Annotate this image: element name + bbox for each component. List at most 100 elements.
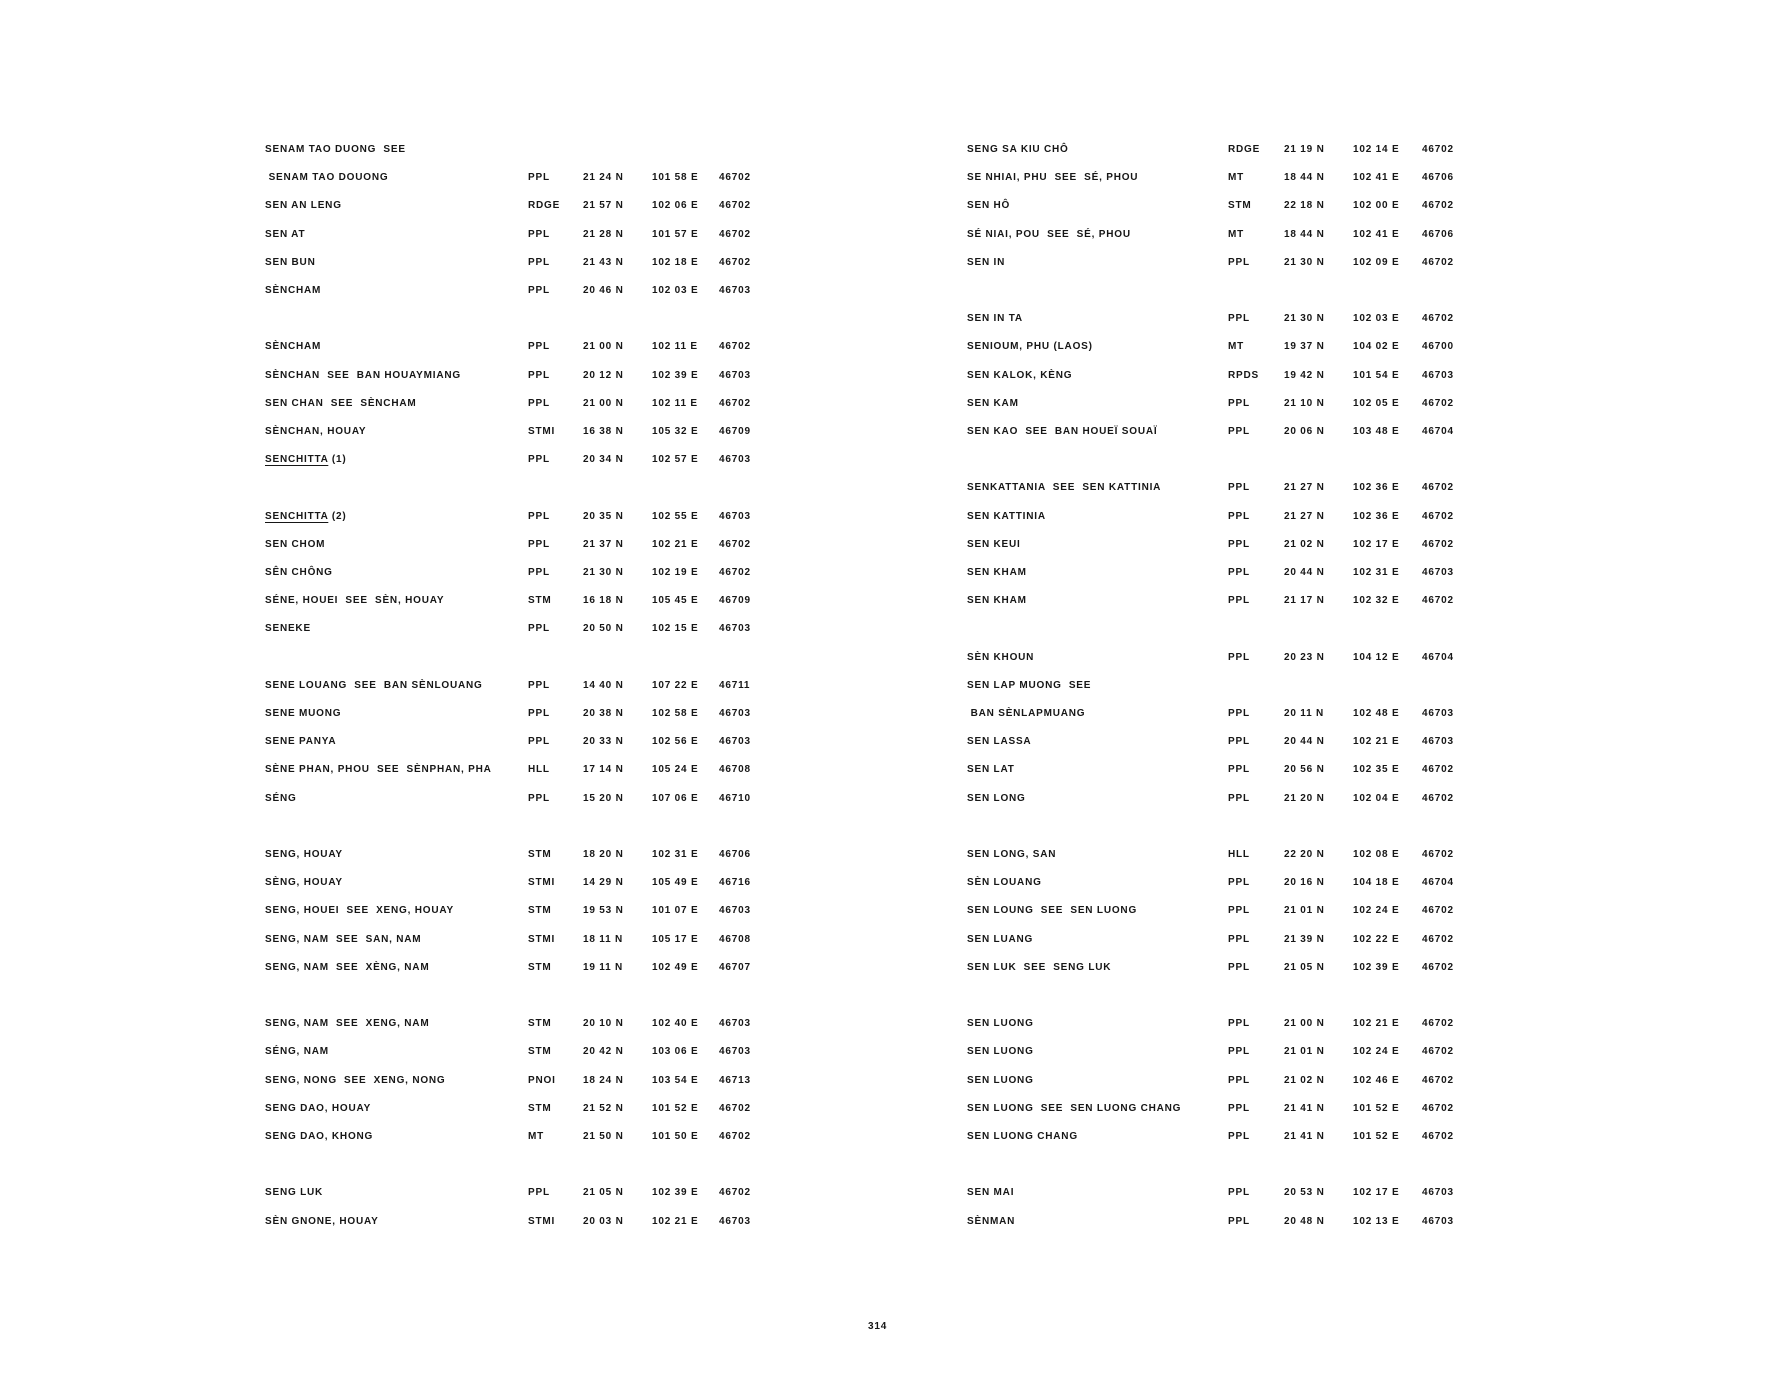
- latitude: 21 27 N: [1284, 482, 1325, 494]
- map-sheet-code: 46702: [719, 172, 751, 184]
- latitude: 20 46 N: [583, 285, 624, 296]
- feature-designation: MT: [528, 1131, 545, 1142]
- latitude: 22 20 N: [1284, 849, 1325, 860]
- feature-designation: STMI: [528, 877, 556, 889]
- place-name-text: SEN KATTINIA: [967, 510, 1046, 522]
- map-sheet-code: 46702: [1422, 397, 1454, 409]
- map-sheet-code: 46703: [719, 510, 751, 522]
- place-name-text: SÈNE PHAN, PHOU SEE SÈNPHAN, PHA: [265, 764, 492, 776]
- place-name-text: SENG, NONG SEE XENG, NONG: [265, 1074, 446, 1086]
- latitude: 20 44 N: [1284, 567, 1325, 578]
- longitude: 102 03 E: [1353, 313, 1400, 325]
- place-name-text: SENAM TAO DOUONG: [265, 172, 389, 184]
- place-name: SENKATTANIA SEE SEN KATTINIA: [967, 481, 1161, 495]
- feature-designation: PPL: [1228, 792, 1250, 804]
- place-name-text: SEN LONG, SAN: [967, 849, 1057, 860]
- place-name-text: SÈNCHAM: [265, 285, 322, 296]
- latitude: 21 39 N: [1284, 933, 1325, 945]
- latitude: 19 42 N: [1284, 369, 1325, 381]
- place-name: SEN LUONG SEE SEN LUONG CHANG: [967, 1102, 1181, 1116]
- feature-designation: PPL: [1228, 708, 1250, 719]
- longitude: 102 06 E: [652, 200, 699, 212]
- longitude: 102 09 E: [1353, 256, 1400, 268]
- longitude: 102 36 E: [1353, 482, 1400, 494]
- place-name-text: SENG, NAM SEE SAN, NAM: [265, 933, 422, 945]
- longitude: 102 35 E: [1353, 764, 1400, 776]
- feature-designation: PPL: [1228, 961, 1250, 973]
- longitude: 101 52 E: [1353, 1102, 1400, 1114]
- map-sheet-code: 46702: [1422, 933, 1454, 945]
- map-sheet-code: 46703: [1422, 736, 1454, 748]
- longitude: 102 40 E: [652, 1018, 699, 1030]
- place-name-text: SÈNG, HOUAY: [265, 877, 343, 889]
- longitude: 102 11 E: [652, 341, 698, 353]
- latitude: 20 10 N: [583, 1018, 624, 1030]
- map-sheet-code: 46703: [719, 736, 751, 748]
- map-sheet-code: 46702: [1422, 144, 1454, 155]
- map-sheet-code: 46704: [1422, 426, 1454, 437]
- place-name-text: (1): [328, 454, 347, 466]
- longitude: 102 57 E: [652, 454, 699, 466]
- place-name-text: SENG, HOUAY: [265, 849, 343, 860]
- latitude: 20 48 N: [1284, 1215, 1325, 1227]
- place-name-text: SEN CHOM: [265, 538, 326, 550]
- latitude: 19 53 N: [583, 905, 624, 917]
- longitude: 102 32 E: [1353, 595, 1400, 607]
- place-name-text: (2): [328, 510, 347, 522]
- longitude: 102 39 E: [1353, 961, 1400, 973]
- longitude: 107 06 E: [652, 792, 699, 804]
- feature-designation: PPL: [528, 341, 550, 353]
- longitude: 102 22 E: [1353, 933, 1400, 945]
- place-name-text: SENKATTANIA SEE SEN KATTINIA: [967, 482, 1162, 494]
- place-name: SEN KATTINIA: [967, 510, 1046, 524]
- place-name: SÈNCHAM: [265, 284, 321, 298]
- place-name-text: SEN KAO SEE BAN HOUEÏ SOUAÏ: [967, 426, 1158, 437]
- place-name-text: SE NHIAI, PHU SEE SÉ, PHOU: [967, 172, 1139, 184]
- latitude: 20 23 N: [1284, 651, 1325, 663]
- feature-designation: PPL: [1228, 510, 1250, 522]
- place-name-text: SEN AT: [265, 228, 306, 240]
- map-sheet-code: 46708: [719, 764, 751, 776]
- longitude: 101 52 E: [652, 1102, 699, 1114]
- place-name-text: SENG SA KIU CHÔ: [967, 144, 1069, 155]
- map-sheet-code: 46702: [719, 1131, 751, 1142]
- longitude: 101 54 E: [1353, 369, 1400, 381]
- map-sheet-code: 46702: [1422, 482, 1454, 494]
- latitude: 21 50 N: [583, 1131, 624, 1142]
- latitude: 21 52 N: [583, 1102, 624, 1114]
- feature-designation: PPL: [1228, 482, 1250, 494]
- place-name: SEN BUN: [265, 256, 316, 270]
- longitude: 102 08 E: [1353, 849, 1400, 860]
- place-name: SEN LOUNG SEE SEN LUONG: [967, 904, 1137, 918]
- place-name: SENCHITTA (2): [265, 510, 347, 524]
- place-name-text: SENG LUK: [265, 1187, 324, 1199]
- place-name-text: SÈNCHAN SEE BAN HOUAYMIANG: [265, 369, 461, 381]
- place-name: SEN CHAN SEE SÈNCHAM: [265, 397, 417, 411]
- map-sheet-code: 46702: [719, 538, 751, 550]
- longitude: 102 21 E: [1353, 1018, 1400, 1030]
- feature-designation: PPL: [1228, 1018, 1250, 1030]
- place-name: SÈN KHOUN: [967, 651, 1034, 665]
- map-sheet-code: 46710: [719, 792, 751, 804]
- place-name: SEN LUONG: [967, 1045, 1034, 1059]
- place-name: SEN LUK SEE SENG LUK: [967, 961, 1111, 975]
- place-name-text: SÈNMAN: [967, 1215, 1016, 1227]
- place-name: SÈNCHAM: [265, 340, 321, 354]
- longitude: 105 45 E: [652, 595, 699, 607]
- map-sheet-code: 46702: [1422, 849, 1454, 860]
- feature-designation: PPL: [1228, 567, 1250, 578]
- longitude: 102 18 E: [652, 256, 699, 268]
- place-name-text: SEN KHAM: [967, 595, 1027, 607]
- feature-designation: PPL: [1228, 397, 1250, 409]
- place-name-text: SEN MAI: [967, 1187, 1015, 1199]
- place-name: BAN SÈNLAPMUANG: [967, 707, 1085, 721]
- place-name: SEN HÔ: [967, 199, 1010, 213]
- place-name: SENAM TAO DUONG SEE: [265, 143, 406, 157]
- place-name-text: SÈNCHAN, HOUAY: [265, 426, 367, 437]
- place-name: SEN LASSA: [967, 735, 1031, 749]
- latitude: 21 05 N: [1284, 961, 1325, 973]
- longitude: 102 41 E: [1353, 228, 1400, 240]
- map-sheet-code: 46703: [1422, 567, 1454, 578]
- feature-designation: PPL: [528, 228, 550, 240]
- latitude: 20 35 N: [583, 510, 624, 522]
